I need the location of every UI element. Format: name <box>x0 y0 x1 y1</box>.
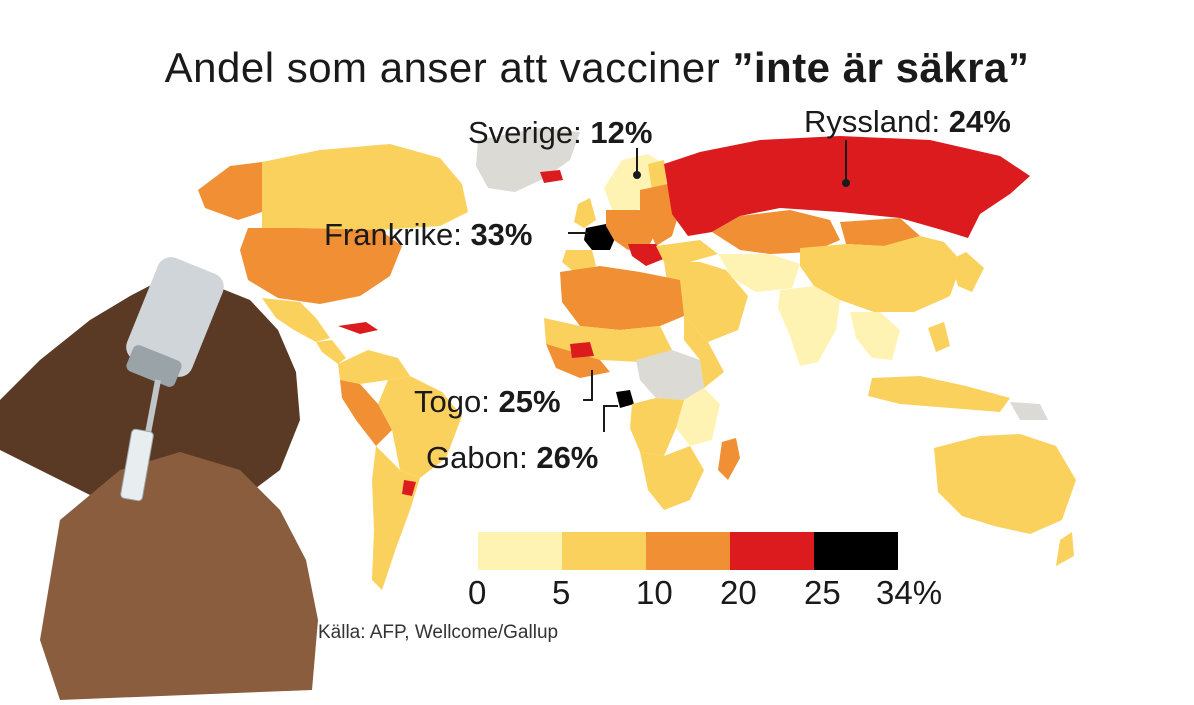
north-africa <box>560 266 684 330</box>
new-guinea <box>1010 402 1048 420</box>
uruguay <box>402 480 416 496</box>
callout-leaders <box>568 140 850 432</box>
callout-france: Frankrike: 33% <box>324 217 532 253</box>
gabon <box>616 390 634 408</box>
callout-gabon: Gabon: 26% <box>426 440 598 476</box>
west-africa <box>546 344 610 378</box>
legend-swatch-25-34 <box>814 532 898 570</box>
legend-swatch-10-20 <box>646 532 730 570</box>
gabon-leader <box>603 405 618 432</box>
callout-gabon-value: 26% <box>536 440 599 475</box>
vial-cap-illustration <box>126 345 182 387</box>
brazil <box>378 376 462 478</box>
legend-tick-label: 10 <box>636 574 673 611</box>
philippines <box>928 322 950 352</box>
callout-sweden-name: Sverige: <box>468 115 582 150</box>
callout-togo-name: Togo: <box>414 384 490 419</box>
alaska <box>198 162 262 220</box>
congo-angola <box>630 398 684 456</box>
central-africa-no-data <box>636 350 704 400</box>
legend-tick-label: 5 <box>552 574 571 611</box>
caribbean <box>338 322 378 334</box>
legend-tick-label: 34% <box>876 574 943 611</box>
southern-africa <box>640 446 704 510</box>
hand-vial-photo <box>0 257 318 700</box>
legend-swatch-5-10 <box>562 532 646 570</box>
legend-swatch-20-25 <box>730 532 814 570</box>
middle-east <box>664 262 748 342</box>
korea-japan <box>950 252 984 292</box>
peru-bolivia <box>340 380 392 446</box>
callout-france-name: Frankrike: <box>324 217 462 252</box>
title-emphasis: ”inte är säkra” <box>732 44 1030 91</box>
callout-russia-name: Ryssland: <box>804 104 941 139</box>
vial-illustration <box>126 257 224 377</box>
syringe-illustration <box>120 428 154 502</box>
southeast-asia <box>850 312 900 360</box>
mongolia <box>840 218 920 246</box>
legend-tick-label: 20 <box>720 574 757 611</box>
legend-swatch-0-5 <box>478 532 562 570</box>
france <box>584 224 616 250</box>
kazakhstan-central-asia <box>712 210 840 254</box>
china <box>800 236 962 312</box>
callout-gabon-name: Gabon: <box>426 440 528 475</box>
greenland <box>476 128 580 192</box>
uk-ireland <box>574 198 596 228</box>
iberia <box>562 250 596 272</box>
sweden-marker <box>633 171 641 179</box>
russia-marker <box>842 179 850 187</box>
page-title: Andel som anser att vacciner ”inte är sä… <box>0 44 1194 92</box>
legend-color-scale <box>478 532 898 570</box>
legend-tick-label: 0 <box>468 574 487 611</box>
callout-togo: Togo: 25% <box>414 384 561 420</box>
balkans <box>628 244 666 266</box>
burkina-faso <box>570 342 594 358</box>
legend-tick-label: 25 <box>804 574 841 611</box>
togo-leader <box>583 370 593 401</box>
callout-russia: Ryssland: 24% <box>804 104 1011 140</box>
iceland <box>540 170 563 183</box>
central-america <box>316 340 346 364</box>
indonesia <box>868 376 1010 412</box>
madagascar <box>718 438 740 480</box>
title-prefix: Andel som anser att vacciner <box>164 44 733 91</box>
callout-togo-value: 25% <box>498 384 561 419</box>
east-africa <box>676 388 720 446</box>
turkey-caucasus <box>656 240 718 262</box>
australia <box>934 434 1076 534</box>
iran-afghanistan <box>718 254 800 292</box>
usa <box>240 228 402 304</box>
south-america-north <box>338 350 410 384</box>
india <box>778 286 840 366</box>
callout-sweden-value: 12% <box>590 115 653 150</box>
russia <box>664 136 1030 238</box>
callout-sweden: Sverige: 12% <box>468 115 652 151</box>
horn-of-africa <box>684 316 724 388</box>
left-hand-illustration <box>0 272 300 520</box>
canada <box>262 144 468 230</box>
source-credit: Källa: AFP, Wellcome/Gallup <box>318 622 559 643</box>
callout-russia-value: 24% <box>948 104 1011 139</box>
new-zealand <box>1056 532 1074 566</box>
right-hand-illustration <box>40 452 318 700</box>
callout-france-value: 33% <box>470 217 533 252</box>
mexico <box>262 298 330 342</box>
